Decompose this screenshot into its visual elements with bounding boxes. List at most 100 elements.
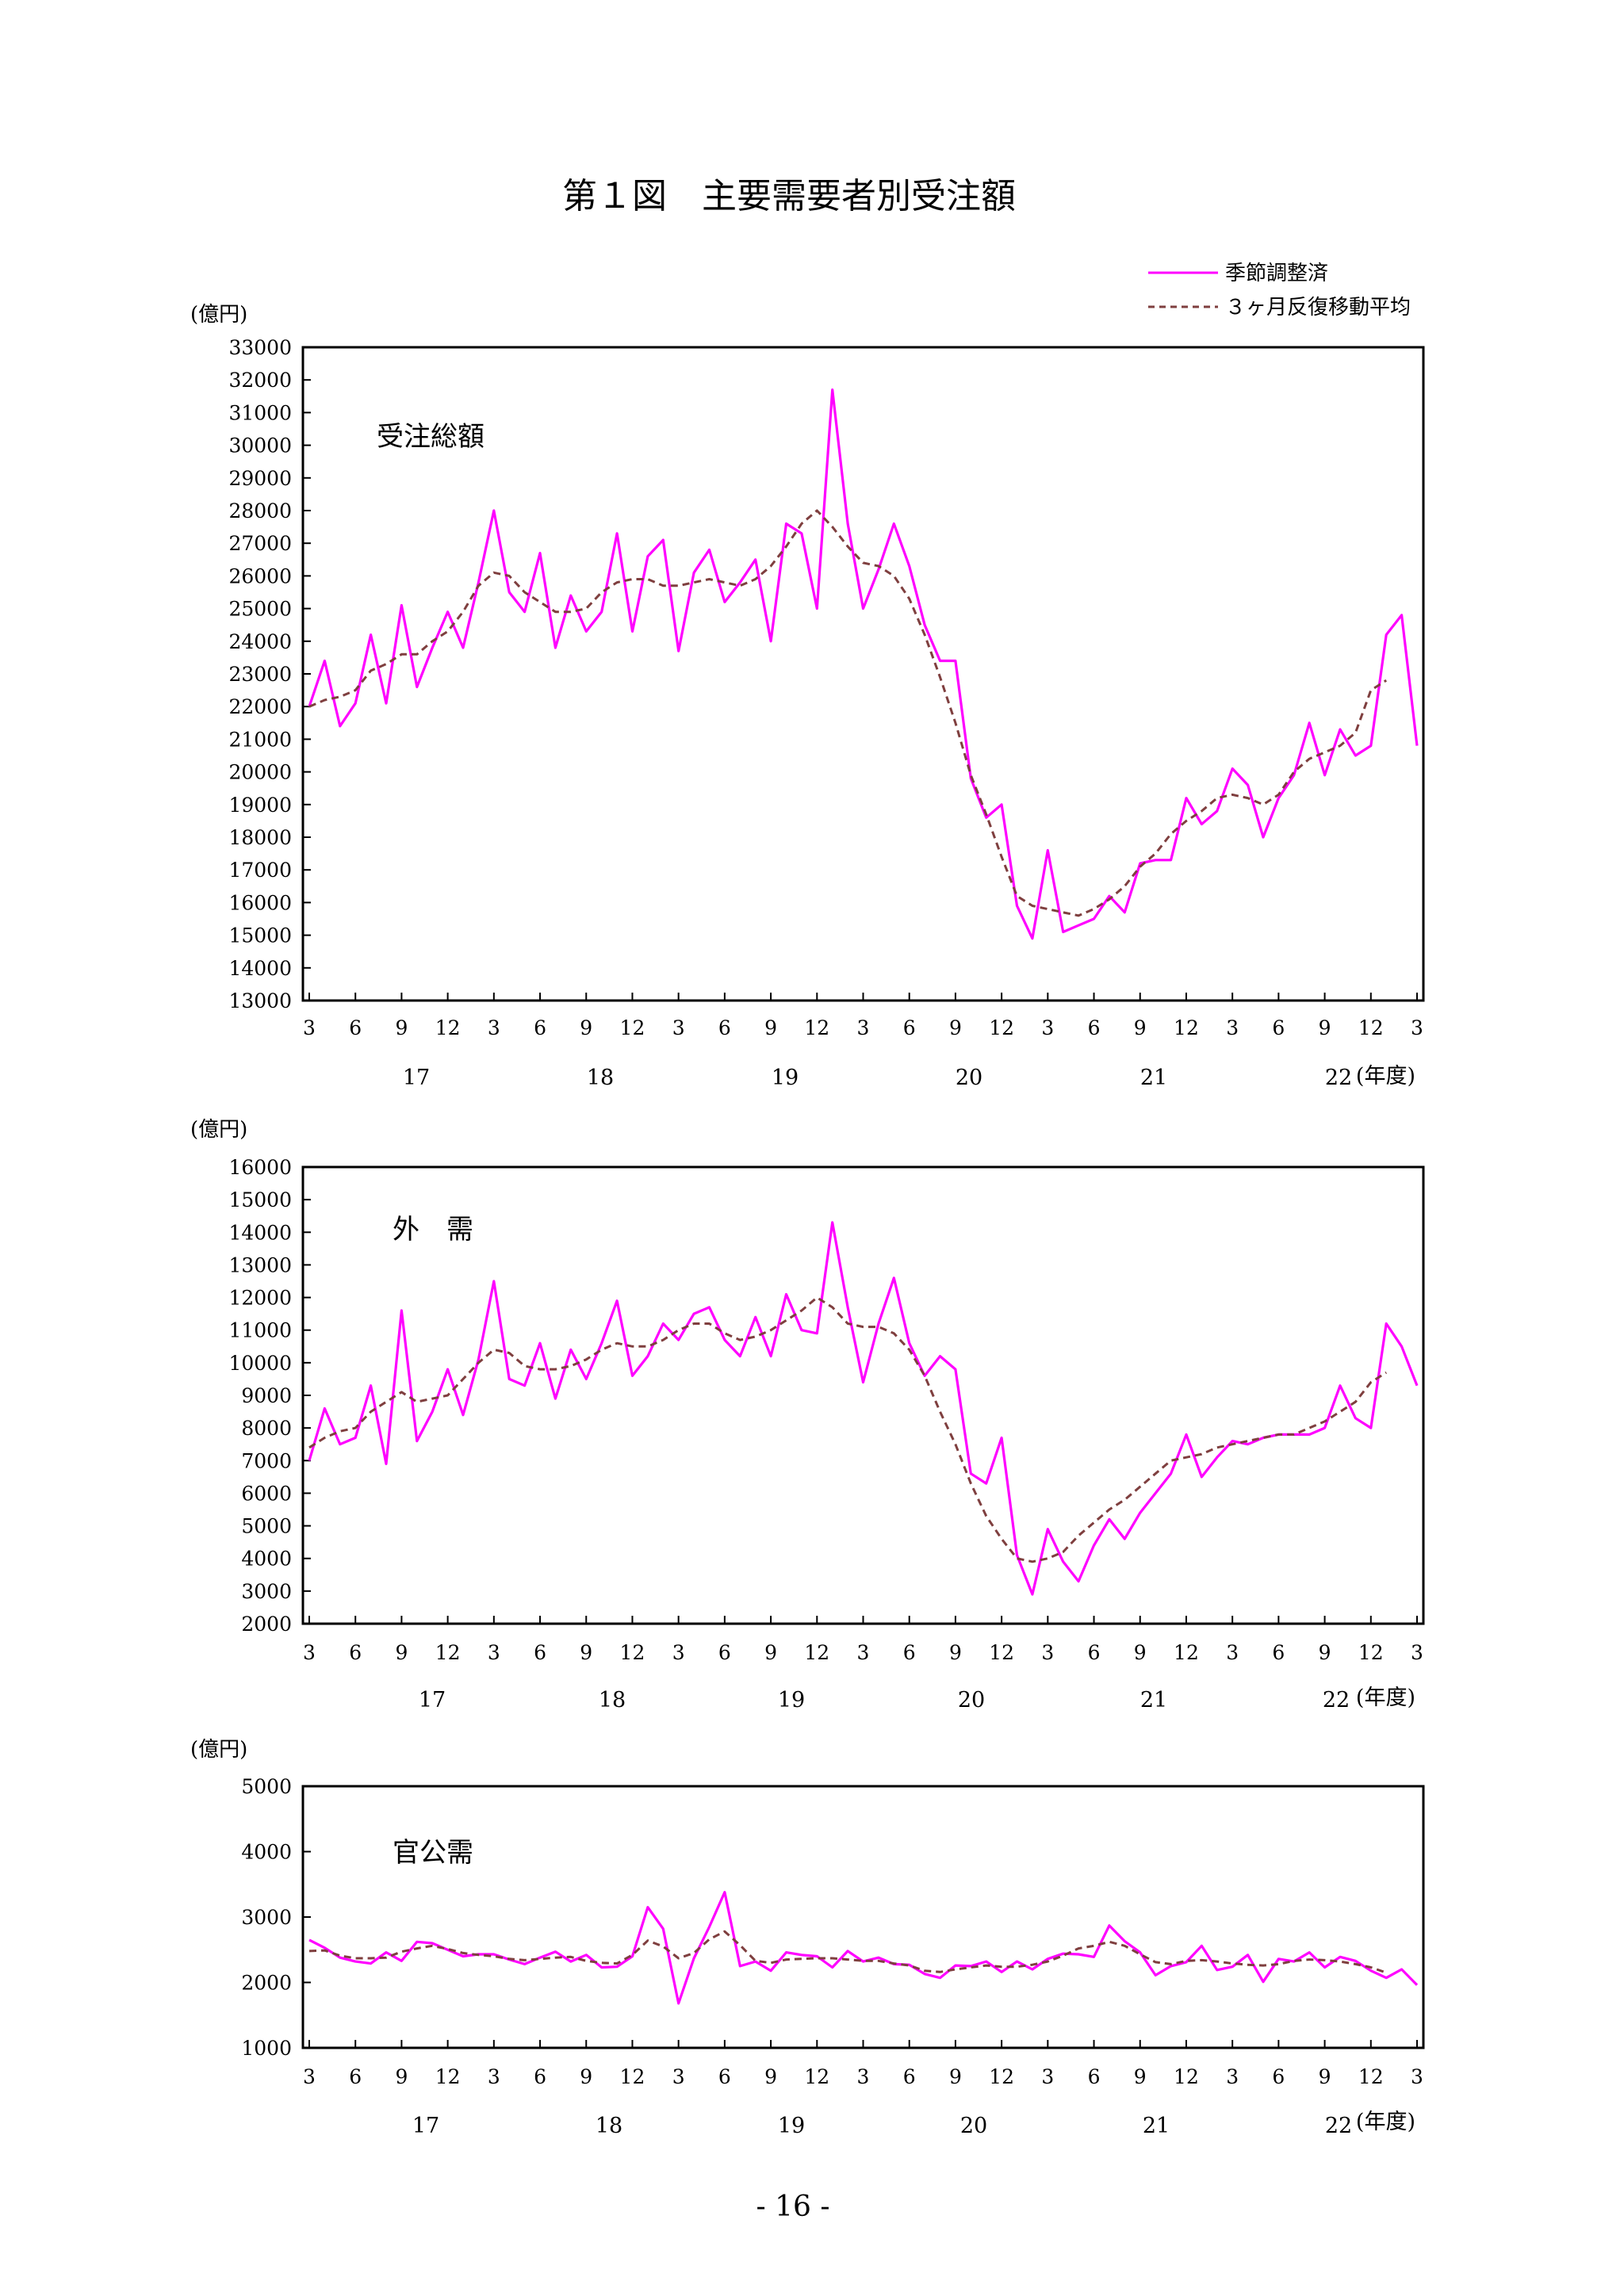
x-tick-label-month: 6 — [1088, 1641, 1101, 1664]
x-tick-label-month: 12 — [804, 1016, 829, 1039]
y-tick-label: 8000 — [241, 1417, 292, 1440]
x-tick-label-month: 6 — [1088, 2065, 1101, 2088]
legend: 季節調整済 ３ヶ月反復移動平均 — [1148, 262, 1411, 320]
x-tick-label-month: 9 — [395, 2065, 408, 2088]
x-tick-label-month: 9 — [395, 1016, 408, 1039]
y-tick-label: 7000 — [241, 1449, 292, 1472]
x-tick-label-month: 12 — [435, 1016, 461, 1039]
series-line-moving-average — [308, 509, 1388, 917]
legend-label-moving-average: ３ヶ月反復移動平均 — [1225, 296, 1411, 320]
x-tick-label-month: 9 — [949, 1641, 962, 1664]
y-tick-label: 10000 — [228, 1352, 292, 1375]
y-tick-label: 4000 — [241, 1841, 292, 1864]
x-tick-label-month: 12 — [989, 2065, 1014, 2088]
x-tick-label-month: 12 — [804, 1641, 829, 1664]
y-tick-label: 19000 — [228, 794, 292, 817]
y-tick-label: 24000 — [228, 630, 292, 653]
x-tick-label-year: 22 — [1325, 2114, 1352, 2138]
x-tick-label-month: 6 — [1272, 1016, 1285, 1039]
x-tick-label-month: 3 — [857, 1016, 870, 1039]
x-tick-label-month: 3 — [488, 2065, 500, 2088]
x-tick-label-year: 20 — [960, 2114, 987, 2138]
x-tick-label-year: 20 — [956, 1066, 982, 1090]
x-tick-label-year: 18 — [587, 1066, 614, 1090]
x-tick-label-month: 6 — [903, 1016, 916, 1039]
y-tick-label: 23000 — [228, 663, 292, 686]
y-tick-label: 27000 — [228, 532, 292, 555]
y-tick-label: 16000 — [228, 1156, 292, 1179]
x-tick-label-year: 21 — [1140, 1688, 1167, 1712]
x-tick-label-month: 3 — [303, 1016, 316, 1039]
x-tick-label-month: 9 — [1134, 1641, 1147, 1664]
x-tick-label-month: 12 — [620, 2065, 645, 2088]
x-axis-label: (年度) — [1356, 1686, 1415, 1710]
x-tick-label-month: 3 — [1041, 1641, 1054, 1664]
x-tick-label-year: 17 — [403, 1066, 430, 1090]
y-tick-label: 3000 — [241, 1580, 292, 1603]
y-axis-label: (億円) — [190, 303, 247, 327]
x-tick-label-month: 3 — [1411, 1016, 1423, 1039]
chart-foreign-demand: 2000 3000 4000 5000 6000 7000 8000 9000 10000 110… — [190, 1118, 1425, 1712]
x-tick-label-month: 9 — [1319, 2065, 1331, 2088]
x-tick-label-month: 9 — [1134, 1016, 1147, 1039]
legend-label-seasonal: 季節調整済 — [1225, 262, 1328, 285]
page-number: - 16 - — [756, 2191, 829, 2223]
x-tick-label-month: 12 — [1174, 1016, 1199, 1039]
y-axis-label: (億円) — [190, 1738, 247, 1762]
x-tick-label-month: 6 — [534, 2065, 546, 2088]
x-tick-label-month: 3 — [672, 2065, 685, 2088]
x-tick-label-month: 6 — [903, 2065, 916, 2088]
x-tick-label-month: 3 — [857, 1641, 870, 1664]
x-tick-label-month: 9 — [395, 1641, 408, 1664]
y-tick-label: 4000 — [241, 1548, 292, 1571]
x-tick-label-month: 6 — [349, 1016, 362, 1039]
panel-title: 外 需 — [393, 1214, 473, 1246]
y-tick-label: 14000 — [228, 957, 292, 980]
y-tick-label: 9000 — [241, 1384, 292, 1407]
x-tick-label-month: 12 — [620, 1641, 645, 1664]
x-tick-label-month: 3 — [857, 2065, 870, 2088]
x-tick-label-year: 22 — [1323, 1688, 1350, 1712]
x-tick-label-year: 22 — [1325, 1066, 1352, 1090]
x-tick-label-month: 6 — [1272, 2065, 1285, 2088]
y-tick-label: 15000 — [228, 924, 292, 947]
y-tick-label: 12000 — [228, 1287, 292, 1310]
y-tick-label: 32000 — [228, 369, 292, 392]
y-tick-label: 20000 — [228, 761, 292, 784]
x-tick-label-month: 9 — [764, 2065, 777, 2088]
y-tick-label: 15000 — [228, 1188, 292, 1211]
x-tick-label-month: 9 — [949, 1016, 962, 1039]
x-tick-label-month: 3 — [488, 1016, 500, 1039]
x-tick-label-month: 3 — [1041, 1016, 1054, 1039]
y-tick-label: 28000 — [228, 499, 292, 522]
x-tick-label-month: 12 — [435, 1641, 461, 1664]
y-tick-label: 18000 — [228, 826, 292, 849]
y-tick-label: 31000 — [228, 401, 292, 424]
x-tick-label-month: 12 — [620, 1016, 645, 1039]
x-tick-label-year: 17 — [412, 2114, 439, 2138]
series-line-moving-average — [308, 1930, 1387, 1974]
series-line-seasonally-adjusted — [308, 1221, 1419, 1596]
x-tick-label-month: 3 — [303, 2065, 316, 2088]
chart-public-demand: 1000 2000 3000 4000 5000 3 6 9 12 3 6 9 12 3 6 9 12 3 6 9 12… — [190, 1738, 1425, 2138]
y-tick-label: 1000 — [241, 2037, 292, 2060]
x-tick-label-month: 3 — [1411, 1641, 1423, 1664]
y-tick-label: 2000 — [241, 1972, 292, 1995]
y-tick-label: 2000 — [241, 1613, 292, 1636]
y-tick-label: 17000 — [228, 859, 292, 882]
x-tick-label-month: 3 — [1226, 1641, 1239, 1664]
y-tick-label: 29000 — [228, 467, 292, 490]
x-tick-label-month: 12 — [1358, 1016, 1384, 1039]
x-tick-label-month: 9 — [580, 2065, 592, 2088]
y-tick-label: 14000 — [228, 1221, 292, 1244]
x-tick-label-month: 12 — [804, 2065, 829, 2088]
x-tick-label-month: 3 — [1411, 2065, 1423, 2088]
x-tick-label-month: 12 — [989, 1016, 1014, 1039]
x-tick-label-month: 9 — [1319, 1641, 1331, 1664]
x-tick-label-month: 6 — [1272, 1641, 1285, 1664]
x-tick-label-year: 18 — [599, 1688, 626, 1712]
x-tick-label-month: 12 — [1358, 2065, 1384, 2088]
y-tick-label: 6000 — [241, 1482, 292, 1505]
y-tick-label: 13000 — [228, 989, 292, 1012]
